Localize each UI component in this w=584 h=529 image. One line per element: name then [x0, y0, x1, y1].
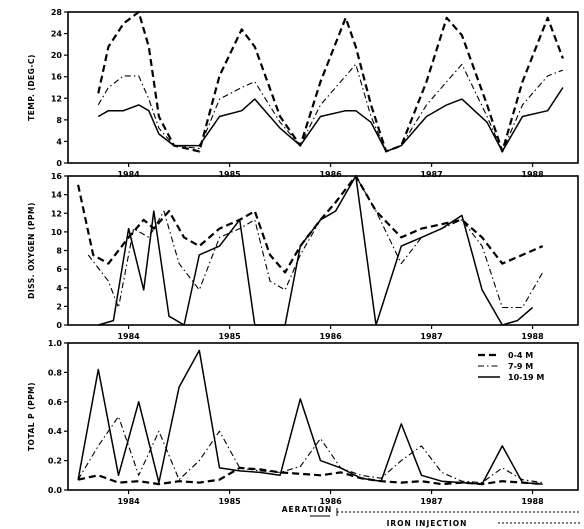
x-tick-label: 1984 — [117, 170, 140, 179]
y-tick-label: 12 — [51, 94, 62, 103]
x-tick-label: 1985 — [218, 170, 241, 179]
y-tick-label: 0.4 — [48, 427, 63, 436]
series-line-3 — [97, 87, 564, 153]
y-tick-label: 2 — [56, 302, 62, 311]
y-tick-label: 16 — [51, 73, 63, 82]
x-tick-label: 1987 — [420, 497, 442, 506]
panel-frame — [67, 11, 579, 164]
y-tick-label: 12 — [51, 209, 62, 218]
panel-frame — [67, 342, 579, 491]
series-line-3 — [77, 349, 543, 485]
y-axis-label: DISS. OXYGEN (PPM) — [27, 202, 36, 299]
y-tick-label: 0.0 — [48, 486, 63, 495]
y-tick-label: 4 — [56, 137, 62, 146]
x-tick-label: 1987 — [420, 332, 442, 341]
aeration-label: AERATION — [282, 505, 332, 514]
y-tick-label: 0.8 — [48, 368, 63, 377]
series-line-1 — [77, 174, 544, 274]
y-axis-label: TOTAL P (PPM) — [27, 382, 36, 451]
series-line-1 — [77, 466, 543, 486]
x-tick-label: 1984 — [117, 497, 140, 506]
panel-1: 0 4 8 12 16 20 24 28 1984 1985 1986 1987 1988 TEMP. (… — [27, 8, 579, 179]
y-tick-label: 14 — [51, 191, 63, 200]
x-tick-label: 1984 — [117, 332, 140, 341]
y-tick-label: 8 — [56, 116, 62, 125]
series-line-3 — [98, 175, 534, 326]
iron-injection-label: IRON INJECTION — [387, 519, 468, 528]
x-tick-label: 1988 — [521, 332, 544, 341]
y-tick-label: 16 — [51, 172, 63, 181]
x-tick-label: 1988 — [521, 170, 544, 179]
y-tick-label: 28 — [51, 8, 63, 17]
legend-label: 7-9 M — [508, 362, 533, 371]
panel-3: 0.0 0.2 0.4 0.6 0.8 1.0 1984 1985 1986 1987 1988 TO… — [27, 339, 579, 506]
x-tick-label: 1985 — [218, 497, 241, 506]
panel-2: 0 2 4 6 8 10 12 14 16 1984 1985 1986 1987 1988 DISS. O… — [27, 172, 579, 341]
y-tick-label: 10 — [51, 228, 63, 237]
y-tick-label: 1.0 — [48, 339, 63, 348]
y-tick-label: 6 — [56, 265, 62, 274]
x-tick-label: 1986 — [319, 332, 342, 341]
series-line-2 — [87, 175, 544, 309]
x-tick-label: 1986 — [319, 497, 342, 506]
y-axis-label: TEMP. (DEG-C) — [27, 54, 36, 121]
series-line-1 — [97, 10, 564, 153]
y-tick-label: 0.2 — [48, 457, 62, 466]
series-line-2 — [77, 415, 543, 484]
x-tick-label: 1985 — [218, 332, 241, 341]
x-tick-label: 1988 — [521, 497, 544, 506]
y-tick-label: 8 — [56, 247, 62, 256]
x-tick-label: 1986 — [319, 170, 342, 179]
annotations: AERATION IRON INJECTION — [282, 505, 580, 528]
y-tick-label: 0 — [56, 159, 62, 168]
y-tick-label: 4 — [56, 284, 62, 293]
legend: 0-4 M 7-9 M 10-19 M — [478, 351, 544, 382]
panel-frame — [67, 175, 579, 326]
y-tick-label: 20 — [51, 51, 63, 60]
x-tick-label: 1987 — [420, 170, 442, 179]
y-tick-label: 0.6 — [48, 398, 63, 407]
series-line-2 — [97, 63, 564, 152]
y-tick-label: 24 — [51, 30, 63, 39]
legend-label: 10-19 M — [508, 373, 544, 382]
y-tick-label: 0 — [56, 321, 62, 330]
legend-label: 0-4 M — [508, 351, 533, 360]
